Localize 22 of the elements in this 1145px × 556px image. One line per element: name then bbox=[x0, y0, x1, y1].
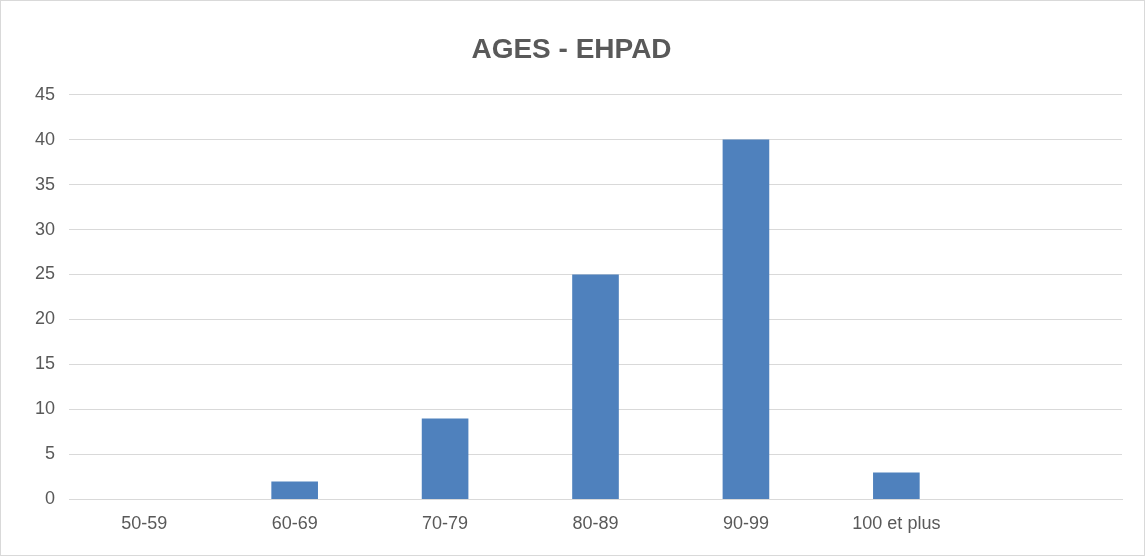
x-tick-label: 50-59 bbox=[121, 513, 168, 534]
y-tick-label: 20 bbox=[34, 308, 56, 329]
y-tick-label: 5 bbox=[45, 443, 56, 464]
y-tick-label: 30 bbox=[34, 218, 56, 239]
chart-title: AGES - EHPAD bbox=[471, 32, 672, 64]
bar bbox=[873, 472, 920, 499]
bar bbox=[572, 274, 619, 499]
y-tick-label: 40 bbox=[34, 128, 56, 149]
y-tick-label: 45 bbox=[34, 83, 56, 104]
x-tick-label: 80-89 bbox=[572, 513, 619, 534]
x-tick-label: 70-79 bbox=[422, 513, 469, 534]
y-tick-label: 35 bbox=[34, 173, 56, 194]
x-tick-label: 90-99 bbox=[722, 513, 769, 534]
bar bbox=[421, 418, 469, 499]
bar bbox=[722, 139, 770, 499]
y-tick-label: 15 bbox=[34, 353, 56, 374]
y-tick-label: 0 bbox=[45, 488, 56, 509]
x-tick-label: 60-69 bbox=[271, 513, 318, 534]
bar bbox=[271, 481, 318, 499]
y-tick-label: 25 bbox=[34, 263, 56, 284]
x-tick-label: 100 et plus bbox=[852, 513, 941, 534]
y-tick-label: 10 bbox=[34, 398, 56, 419]
